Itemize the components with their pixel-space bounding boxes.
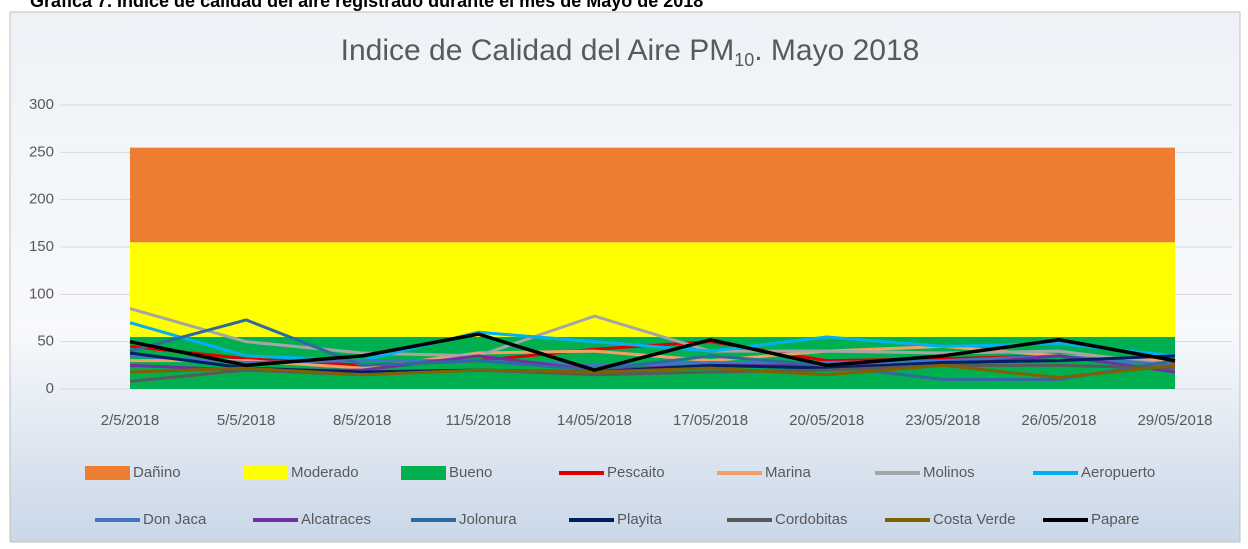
y-tick-label: 300: [29, 96, 54, 113]
y-tick-label: 250: [29, 143, 54, 160]
y-tick-label: 150: [29, 238, 54, 255]
area: [130, 242, 1175, 337]
x-tick-label: 11/5/2018: [446, 412, 512, 429]
legend-label: Molinos: [923, 464, 975, 481]
legend-swatch: [243, 466, 288, 480]
legend-label: Playita: [617, 511, 663, 528]
x-tick-label: 20/05/2018: [789, 412, 864, 429]
legend: Dañino Moderado Bueno Pescaito Marina Molinos…: [85, 464, 1155, 528]
x-tick-label: 5/5/2018: [217, 412, 275, 429]
legend-label: Pescaito: [607, 464, 665, 481]
line: [129, 332, 1176, 372]
legend-label: Marina: [765, 464, 812, 481]
x-tick-label: 26/05/2018: [1021, 412, 1096, 429]
y-tick-label: 100: [29, 285, 54, 302]
area: [130, 147, 1175, 243]
legend-label: Alcatraces: [301, 511, 371, 528]
line: [129, 321, 1176, 363]
x-tick-label: 8/5/2018: [333, 412, 391, 429]
legend-label: Papare: [1091, 511, 1139, 528]
x-tick-label: 23/05/2018: [905, 412, 980, 429]
legend-label: Jolonura: [459, 511, 517, 528]
caption: Gráfica 7. Índice de calidad del aire re…: [30, 0, 703, 11]
legend-label: Don Jaca: [143, 511, 207, 528]
line: [129, 363, 1176, 380]
line: [129, 318, 1176, 382]
x-tick-label: 14/05/2018: [557, 412, 632, 429]
line: [129, 307, 1176, 367]
y-tick-label: 0: [46, 380, 54, 397]
legend-label: Bueno: [449, 464, 492, 481]
legend-label: Costa Verde: [933, 511, 1016, 528]
legend-label: Dañino: [133, 464, 181, 481]
y-tick-label: 200: [29, 191, 54, 208]
legend-label: Cordobitas: [775, 511, 848, 528]
title-sub: 10: [734, 50, 754, 70]
title-rest: . Mayo 2018: [754, 34, 919, 67]
y-tick-label: 50: [37, 333, 54, 350]
plot: [129, 147, 1176, 389]
x-tick-label: 29/05/2018: [1137, 412, 1212, 429]
title-main: Indice de Calidad del Aire PM: [341, 34, 735, 67]
x-tick-label: 2/5/2018: [101, 412, 159, 429]
x-tick-label: 17/05/2018: [673, 412, 748, 429]
chart-title: Indice de Calidad del Aire PM10. Mayo 20…: [341, 34, 920, 70]
legend-swatch: [85, 466, 130, 480]
legend-label: Moderado: [291, 464, 359, 481]
legend-label: Aeropuerto: [1081, 464, 1155, 481]
legend-swatch: [401, 466, 446, 480]
